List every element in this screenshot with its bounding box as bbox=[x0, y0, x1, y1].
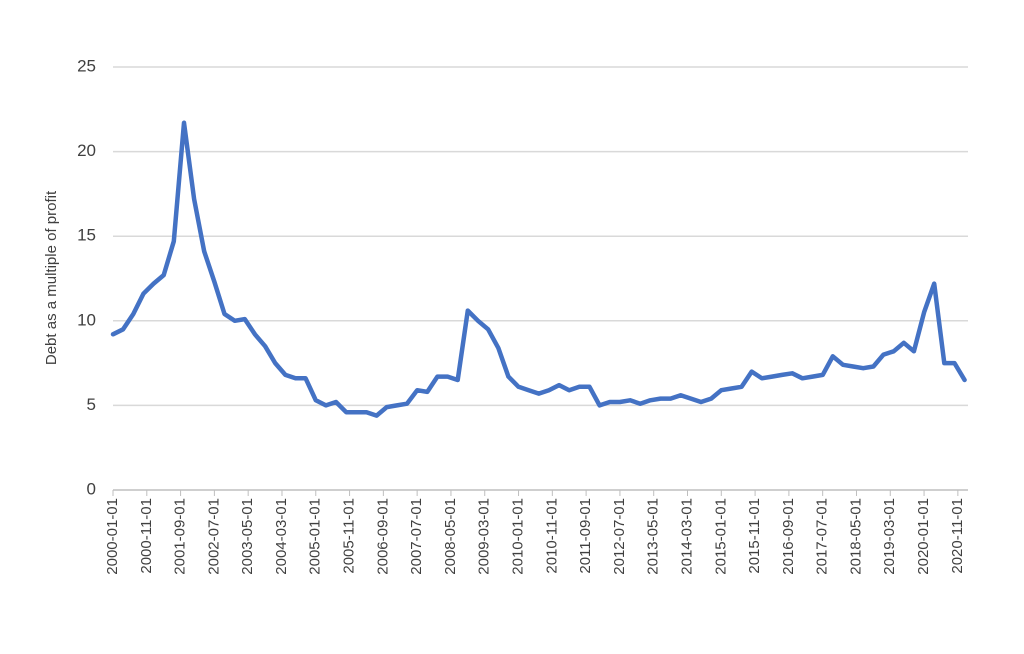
x-tick-label: 2017-07-01 bbox=[814, 498, 831, 575]
y-tick-label: 10 bbox=[77, 310, 96, 329]
y-tick-label: 5 bbox=[87, 395, 96, 414]
x-tick-label: 2020-01-01 bbox=[915, 498, 932, 575]
x-tick-label: 2006-09-01 bbox=[374, 498, 391, 575]
y-tick-label: 0 bbox=[87, 479, 96, 498]
x-tick-label: 2012-07-01 bbox=[611, 498, 628, 575]
x-tick-label: 2000-01-01 bbox=[104, 498, 121, 575]
x-tick-label: 2007-07-01 bbox=[408, 498, 425, 575]
x-tick-label: 2011-09-01 bbox=[577, 498, 594, 574]
x-tick-label: 2005-01-01 bbox=[307, 498, 324, 575]
x-tick-label: 2003-05-01 bbox=[239, 498, 256, 575]
y-tick-label: 15 bbox=[77, 226, 96, 245]
x-tick-label: 2002-07-01 bbox=[205, 498, 222, 575]
x-tick-label: 2014-03-01 bbox=[678, 498, 695, 575]
x-tick-label: 2013-05-01 bbox=[645, 498, 662, 575]
x-tick-label: 2018-05-01 bbox=[847, 498, 864, 575]
y-tick-label: 20 bbox=[77, 141, 96, 160]
x-tick-label: 2015-11-01 bbox=[746, 498, 763, 574]
x-tick-label: 2008-05-01 bbox=[442, 498, 459, 575]
x-tick-label: 2019-03-01 bbox=[881, 498, 898, 575]
x-tick-label: 2020-11-01 bbox=[949, 498, 966, 574]
x-tick-label: 2000-11-01 bbox=[138, 498, 155, 574]
x-tick-label: 2009-03-01 bbox=[476, 498, 493, 575]
y-axis-label: Debt as a multiple of profit bbox=[43, 190, 60, 365]
x-tick-label: 2010-01-01 bbox=[510, 498, 527, 575]
x-tick-label: 2015-01-01 bbox=[712, 498, 729, 575]
data-line bbox=[110, 120, 967, 418]
y-tick-label: 25 bbox=[77, 56, 96, 75]
x-tick-label: 2001-09-01 bbox=[172, 498, 189, 575]
x-tick-label: 2010-11-01 bbox=[543, 498, 560, 574]
x-tick-label: 2005-11-01 bbox=[341, 498, 358, 574]
x-tick-label: 2016-09-01 bbox=[780, 498, 797, 575]
x-tick-label: 2004-03-01 bbox=[273, 498, 290, 575]
